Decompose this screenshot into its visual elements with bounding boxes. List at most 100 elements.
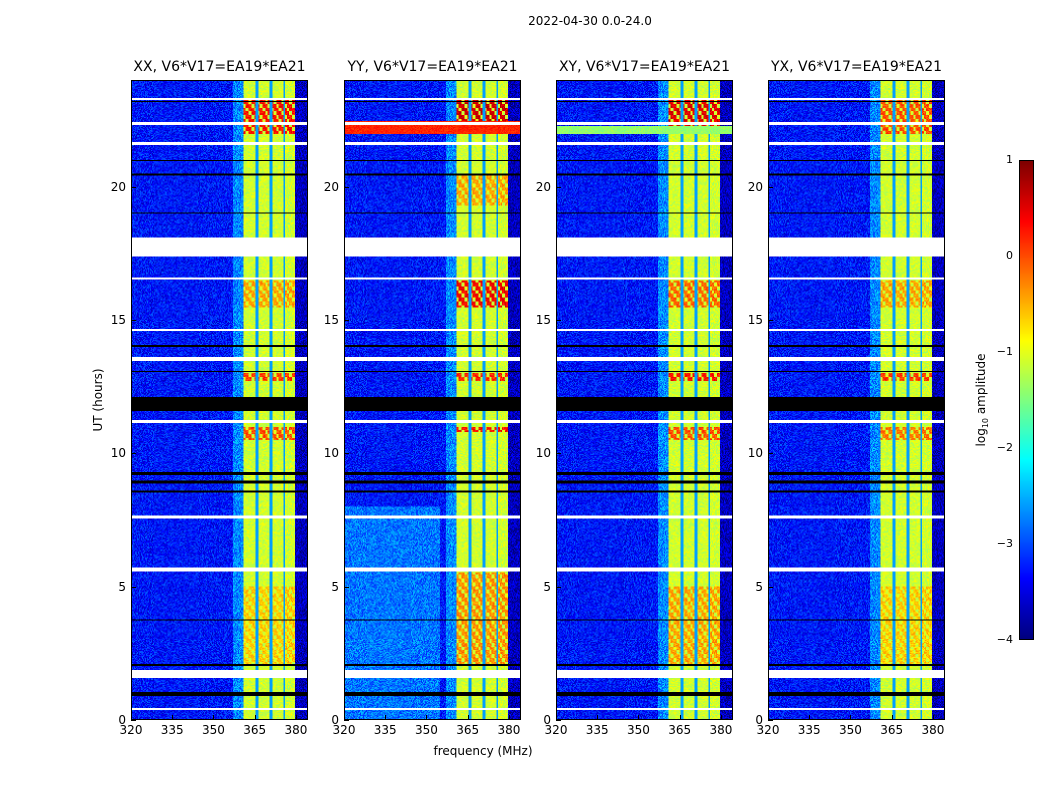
x-tick-label: 335 <box>160 723 184 737</box>
panel-title: YX, V6*V17=EA19*EA21 <box>770 59 943 75</box>
y-tick-mark <box>131 720 136 721</box>
y-tick-label: 5 <box>543 579 551 594</box>
x-tick-label: 335 <box>373 723 397 737</box>
colorbar <box>1019 160 1034 640</box>
y-tick-mark <box>556 186 561 188</box>
heatmap-image <box>769 81 944 719</box>
x-tick-label: 320 <box>756 723 780 737</box>
x-tick-mark <box>131 715 132 720</box>
y-tick-mark <box>768 453 773 455</box>
x-tick-label: 365 <box>456 723 480 737</box>
y-tick-mark <box>344 320 349 321</box>
x-tick-label: 380 <box>284 723 308 737</box>
y-tick-label: 5 <box>118 579 126 594</box>
x-tick-mark <box>932 715 934 720</box>
y-tick-label: 0 <box>331 713 339 727</box>
x-tick-label: 320 <box>332 723 356 737</box>
y-axis-label: UT (hours) <box>91 368 105 432</box>
x-tick-mark <box>295 715 297 720</box>
x-tick-label: 335 <box>797 723 821 737</box>
x-tick-label: 335 <box>585 723 609 737</box>
y-tick-mark <box>768 720 773 721</box>
y-tick-label: 15 <box>323 313 339 327</box>
y-tick-label: 15 <box>535 313 551 327</box>
colorbar-tick-label: −4 <box>996 633 1013 646</box>
y-tick-label: 5 <box>755 579 763 594</box>
heatmap-panel-4 <box>768 80 945 720</box>
x-tick-label: 365 <box>243 723 267 737</box>
x-axis-label: frequency (MHz) <box>433 744 533 758</box>
y-tick-mark <box>768 186 773 188</box>
y-tick-mark <box>768 586 773 588</box>
x-tick-mark <box>254 715 256 720</box>
y-tick-mark <box>556 453 561 455</box>
y-tick-label: 0 <box>118 713 126 727</box>
y-tick-label: 0 <box>543 713 551 727</box>
x-tick-mark <box>556 715 557 720</box>
colorbar-tick-label: 1 <box>1006 153 1013 166</box>
y-tick-mark <box>131 186 136 188</box>
x-tick-label: 365 <box>880 723 904 737</box>
panel-title: XX, V6*V17=EA19*EA21 <box>133 59 306 75</box>
x-tick-label: 320 <box>119 723 143 737</box>
panel-title: XY, V6*V17=EA19*EA21 <box>558 59 731 75</box>
y-tick-mark <box>344 453 349 455</box>
y-tick-mark <box>344 186 349 188</box>
x-tick-mark <box>385 715 387 720</box>
y-tick-mark <box>768 320 773 321</box>
y-tick-mark <box>556 320 561 321</box>
y-tick-mark <box>344 720 349 721</box>
heatmap-panel-1 <box>131 80 308 720</box>
x-tick-mark <box>467 715 469 720</box>
heatmap-image <box>345 81 520 719</box>
y-tick-label: 20 <box>323 179 339 194</box>
x-tick-mark <box>679 715 681 720</box>
y-tick-mark <box>556 586 561 588</box>
x-tick-label: 380 <box>709 723 733 737</box>
x-tick-mark <box>638 715 640 720</box>
heatmap-panel-3 <box>556 80 733 720</box>
figure-title: 2022-04-30 0.0-24.0 <box>528 14 652 28</box>
x-tick-label: 350 <box>415 723 438 737</box>
colorbar-tick-label: −1 <box>996 345 1013 358</box>
y-tick-mark <box>344 586 349 588</box>
y-tick-label: 15 <box>747 313 763 327</box>
y-tick-label: 0 <box>755 713 763 727</box>
x-tick-mark <box>850 715 852 720</box>
heatmap-panel-2 <box>344 80 521 720</box>
x-tick-label: 380 <box>497 723 521 737</box>
x-tick-mark <box>891 715 893 720</box>
x-tick-mark <box>597 715 599 720</box>
x-tick-label: 350 <box>839 723 862 737</box>
colorbar-label: log10 amplitude <box>973 353 991 447</box>
x-tick-mark <box>809 715 811 720</box>
y-tick-mark <box>131 320 136 321</box>
y-tick-mark <box>556 720 561 721</box>
x-tick-mark <box>172 715 174 720</box>
x-tick-mark <box>344 715 345 720</box>
x-tick-label: 365 <box>668 723 692 737</box>
y-tick-mark <box>131 586 136 588</box>
panel-title: YY, V6*V17=EA19*EA21 <box>347 59 518 75</box>
y-tick-label: 10 <box>323 446 339 461</box>
y-tick-mark <box>131 453 136 455</box>
y-tick-label: 20 <box>110 179 126 194</box>
x-tick-mark <box>768 715 769 720</box>
x-tick-label: 350 <box>202 723 225 737</box>
heatmap-image <box>132 81 307 719</box>
y-tick-label: 10 <box>535 446 551 461</box>
y-tick-label: 10 <box>747 446 763 461</box>
colorbar-tick-label: −3 <box>996 537 1013 550</box>
x-tick-label: 320 <box>544 723 568 737</box>
colorbar-tick-label: −2 <box>996 441 1013 454</box>
y-tick-label: 20 <box>747 179 763 194</box>
y-tick-label: 10 <box>110 446 126 461</box>
colorbar-tick-label: 0 <box>1006 249 1013 262</box>
x-tick-mark <box>720 715 722 720</box>
heatmap-image <box>557 81 732 719</box>
y-tick-label: 20 <box>535 179 551 194</box>
y-tick-label: 15 <box>110 313 126 327</box>
x-tick-mark <box>213 715 215 720</box>
x-tick-mark <box>508 715 510 720</box>
x-tick-label: 350 <box>627 723 650 737</box>
